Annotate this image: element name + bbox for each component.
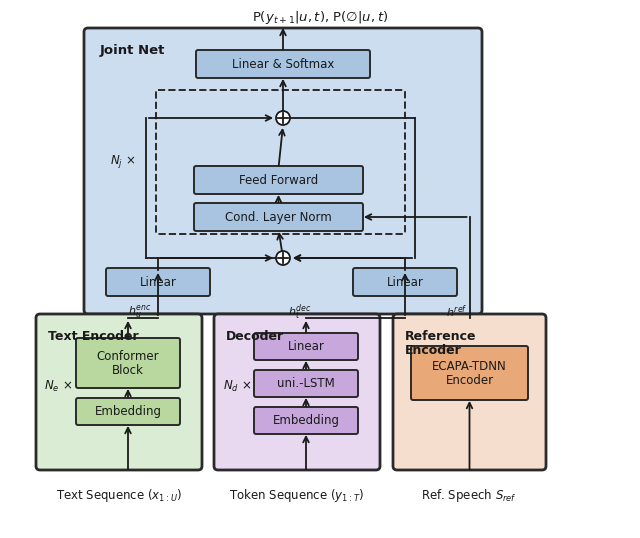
Text: Embedding: Embedding (95, 405, 161, 418)
FancyBboxPatch shape (84, 28, 482, 314)
Text: $N_j\,\times$: $N_j\,\times$ (110, 153, 136, 171)
Text: Cond. Layer Norm: Cond. Layer Norm (225, 210, 332, 223)
Text: Encoder: Encoder (445, 373, 493, 386)
Text: Linear: Linear (387, 275, 424, 288)
Text: Joint Net: Joint Net (100, 44, 165, 57)
FancyBboxPatch shape (411, 346, 528, 400)
Text: Text Encoder: Text Encoder (48, 330, 139, 343)
Text: Encoder: Encoder (405, 344, 461, 357)
Text: $h_u^{enc}$: $h_u^{enc}$ (128, 303, 152, 321)
FancyBboxPatch shape (106, 268, 210, 296)
FancyBboxPatch shape (76, 338, 180, 388)
FancyBboxPatch shape (254, 370, 358, 397)
Text: $h^{ref}$: $h^{ref}$ (446, 303, 467, 320)
FancyBboxPatch shape (194, 203, 363, 231)
Text: Feed Forward: Feed Forward (239, 173, 318, 187)
Text: Block: Block (112, 364, 144, 377)
Text: Linear: Linear (287, 340, 324, 353)
FancyBboxPatch shape (194, 166, 363, 194)
Text: ECAPA-TDNN: ECAPA-TDNN (432, 359, 507, 372)
FancyBboxPatch shape (254, 333, 358, 360)
Text: Decoder: Decoder (226, 330, 284, 343)
Text: Text Sequence ($x_{1:U}$): Text Sequence ($x_{1:U}$) (56, 487, 182, 505)
Text: Ref. Speech $S_{ref}$: Ref. Speech $S_{ref}$ (421, 487, 517, 505)
Text: uni.-LSTM: uni.-LSTM (277, 377, 335, 390)
Text: Reference: Reference (405, 330, 477, 343)
FancyBboxPatch shape (353, 268, 457, 296)
FancyBboxPatch shape (36, 314, 202, 470)
Circle shape (276, 251, 290, 265)
Text: Linear & Softmax: Linear & Softmax (232, 58, 334, 70)
FancyBboxPatch shape (254, 407, 358, 434)
FancyBboxPatch shape (214, 314, 380, 470)
Circle shape (276, 111, 290, 125)
Text: $N_d\,\times$: $N_d\,\times$ (223, 378, 252, 394)
Text: $h_t^{dec}$: $h_t^{dec}$ (288, 302, 312, 322)
Text: Conformer: Conformer (97, 350, 159, 363)
FancyBboxPatch shape (76, 398, 180, 425)
Text: P($y_{t+1}|u,t$), P($\varnothing|u,t$): P($y_{t+1}|u,t$), P($\varnothing|u,t$) (252, 10, 388, 26)
FancyBboxPatch shape (393, 314, 546, 470)
Text: Embedding: Embedding (273, 414, 339, 427)
Text: $N_e\,\times$: $N_e\,\times$ (44, 378, 72, 394)
Text: Linear: Linear (140, 275, 177, 288)
Text: Token Sequence ($y_{1:T}$): Token Sequence ($y_{1:T}$) (230, 487, 365, 505)
FancyBboxPatch shape (196, 50, 370, 78)
